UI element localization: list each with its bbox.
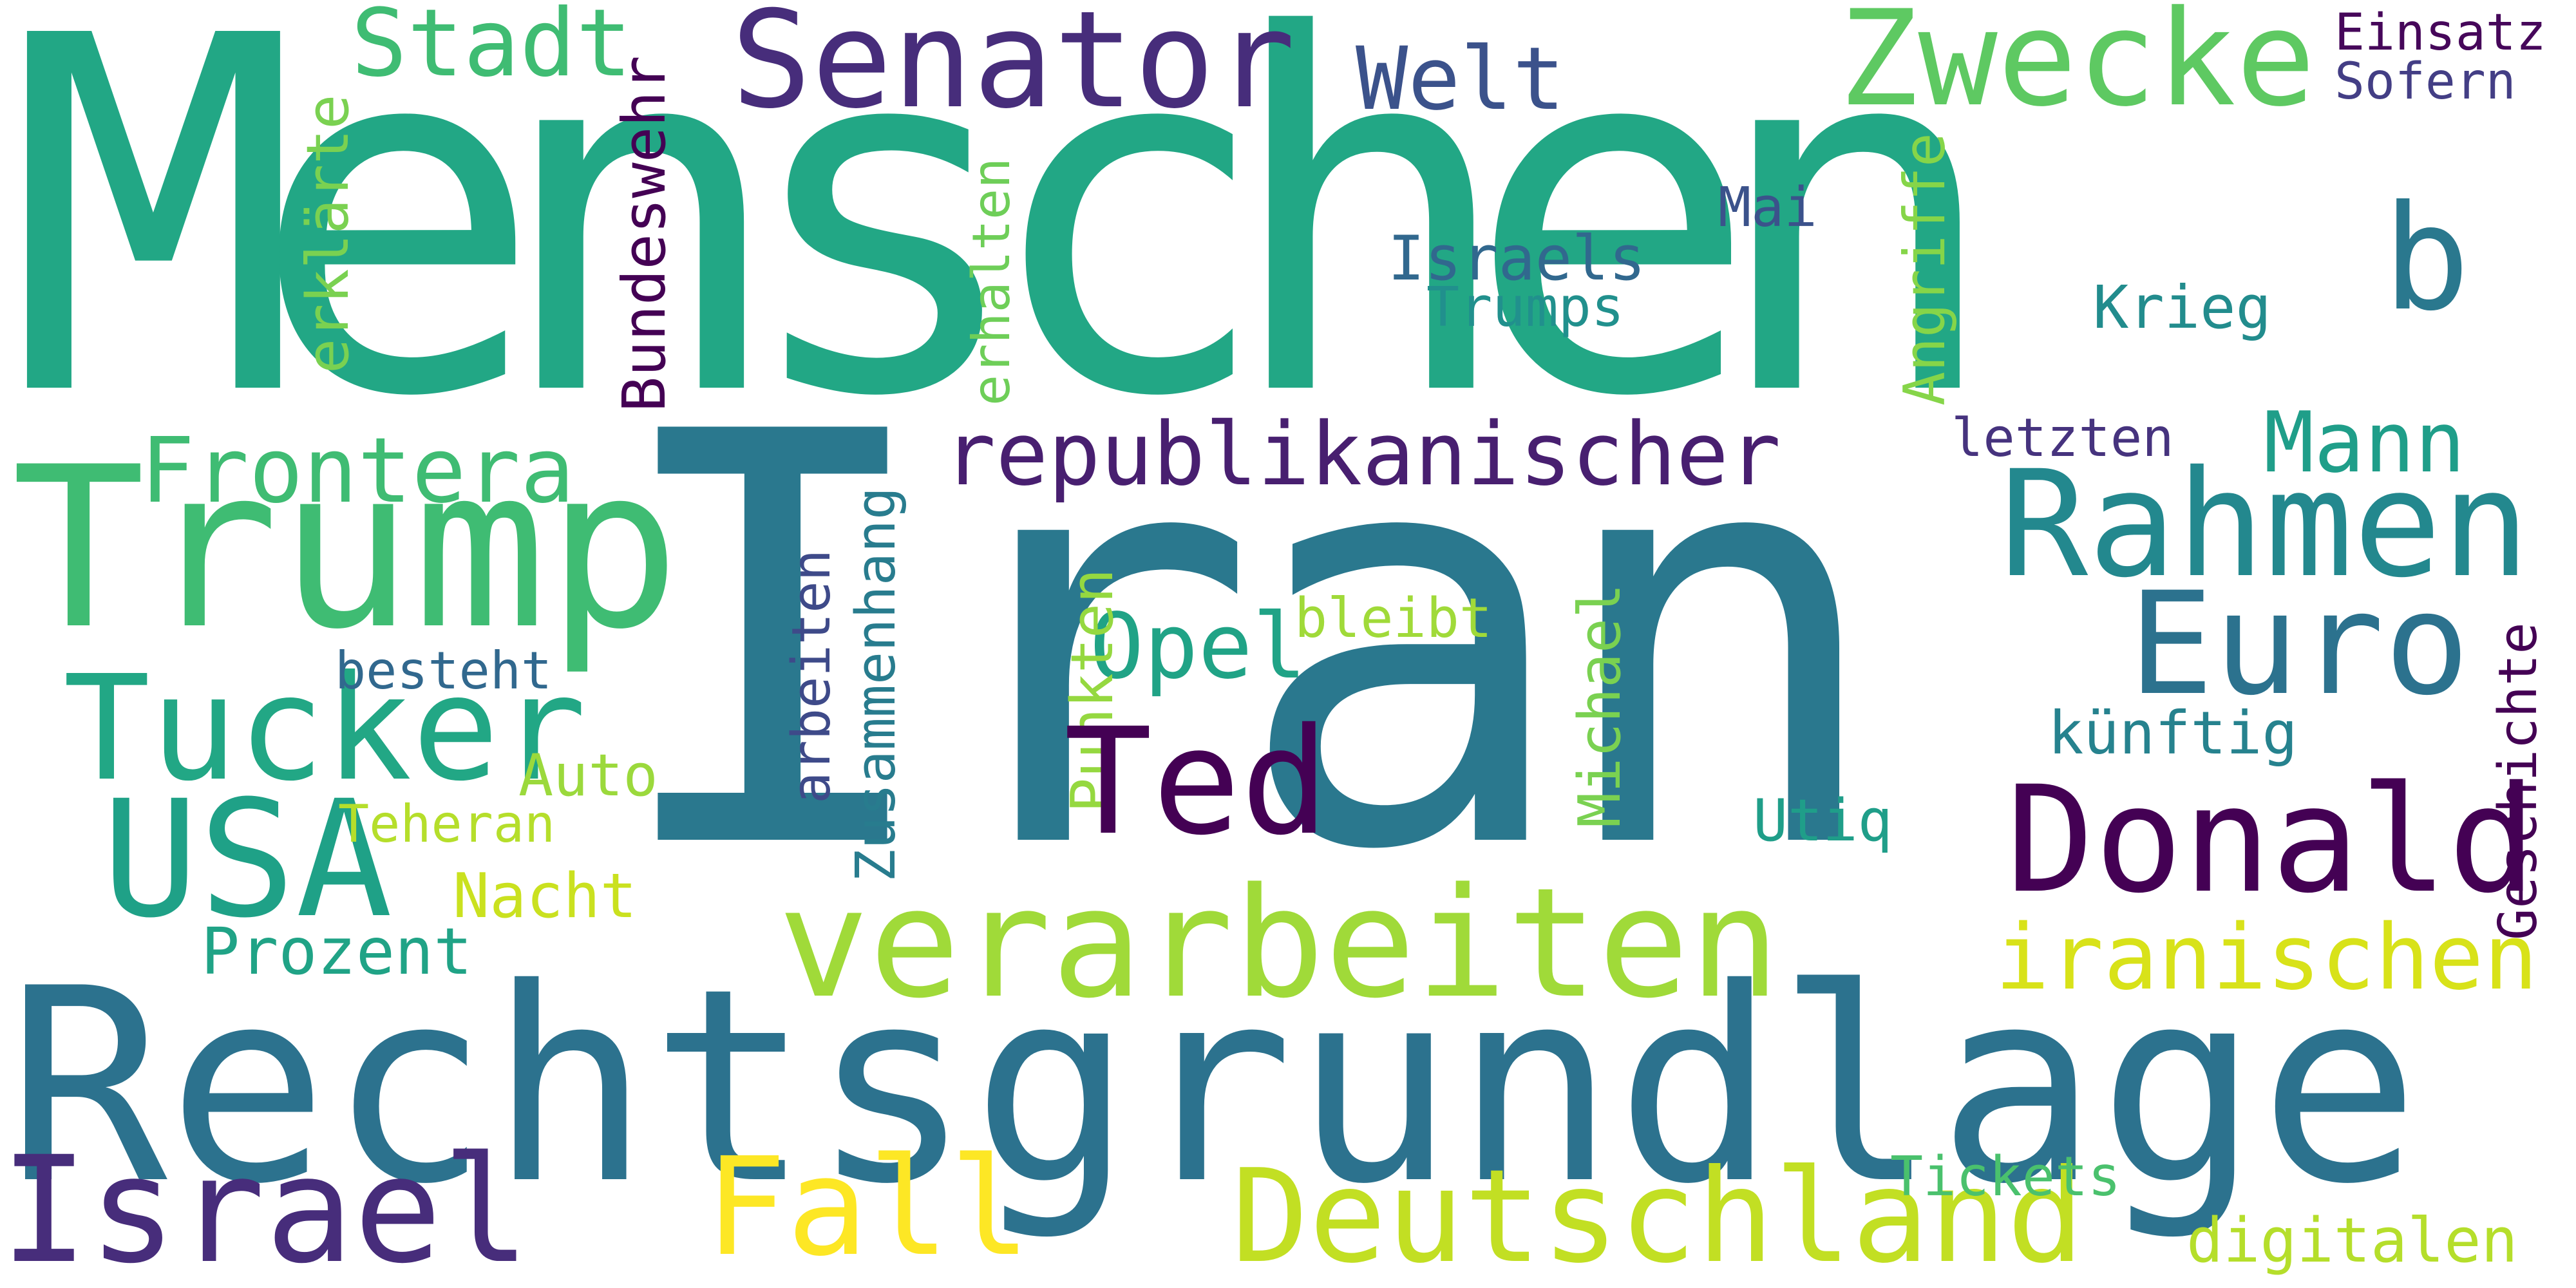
word-utiq: Utiq bbox=[1753, 787, 1893, 855]
word-sofern: Sofern bbox=[2334, 53, 2516, 111]
word-zusammenhang: Zusammenhang bbox=[844, 486, 908, 882]
word-nacht: Nacht bbox=[453, 861, 637, 932]
word-euro: Euro bbox=[2128, 562, 2470, 726]
word-trump: Trump bbox=[12, 420, 681, 678]
word-trumps: Trumps bbox=[1426, 276, 1625, 339]
word-bleibt: bleibt bbox=[1294, 587, 1493, 650]
word-senator: Senator bbox=[731, 0, 1296, 138]
word-einsatz: Einsatz bbox=[2334, 4, 2546, 62]
word-stadt: Stadt bbox=[351, 0, 632, 98]
word-besteht: besteht bbox=[335, 641, 553, 701]
word-erklaerte: erklärte bbox=[294, 94, 362, 374]
word-mai: Mai bbox=[1718, 176, 1817, 240]
word-tickets: Tickets bbox=[1890, 1145, 2121, 1209]
word-tucker: Tucker bbox=[63, 645, 587, 813]
word-fall: Fall bbox=[705, 1128, 1031, 1286]
word-israels: Israels bbox=[1388, 223, 1646, 294]
word-menschen: Menschen bbox=[6, 0, 2003, 504]
word-republikanischer: republikanischer bbox=[943, 404, 1781, 505]
word-prozent: Prozent bbox=[201, 914, 473, 989]
word-donald: Donald bbox=[2006, 754, 2537, 925]
word-erhalten: erhalten bbox=[961, 157, 1021, 406]
word-bundeswehr: Bundeswehr bbox=[610, 55, 679, 412]
word-iran: Iran bbox=[602, 314, 1889, 974]
word-krieg: Krieg bbox=[2093, 273, 2271, 342]
word-deutschland: Deutschland bbox=[1231, 1142, 2085, 1288]
word-angriffe: Angriffe bbox=[1891, 133, 1958, 406]
word-arbeiten: arbeiten bbox=[781, 549, 842, 804]
word-kuenftig: künftig bbox=[2048, 699, 2298, 768]
word-opel: Opel bbox=[1090, 594, 1307, 699]
word-zwecke: Zwecke bbox=[1839, 0, 2316, 136]
word-verarbeiten: verarbeiten bbox=[778, 856, 1781, 1032]
word-letzten: letzten bbox=[1951, 408, 2174, 469]
word-auto: Auto bbox=[518, 742, 658, 810]
word-usa: USA bbox=[102, 766, 393, 953]
word-digitalen: digitalen bbox=[2186, 1206, 2518, 1276]
word-teheran: Teheran bbox=[338, 794, 556, 854]
word-rechtsgrundlage: Rechtsgrundlage bbox=[6, 931, 2420, 1242]
word-israel: Israel bbox=[0, 1124, 531, 1288]
word-iranischen: iranischen bbox=[1995, 905, 2538, 1010]
word-welt: Welt bbox=[1356, 28, 1566, 129]
word-michael: Michael bbox=[1566, 583, 1634, 828]
word-frontera: Frontera bbox=[140, 419, 575, 524]
word-b: b bbox=[2383, 175, 2470, 343]
word-rahmen: Rahmen bbox=[2000, 439, 2530, 610]
word-mann: Mann bbox=[2264, 393, 2466, 491]
word-ted: Ted bbox=[1064, 696, 1329, 867]
